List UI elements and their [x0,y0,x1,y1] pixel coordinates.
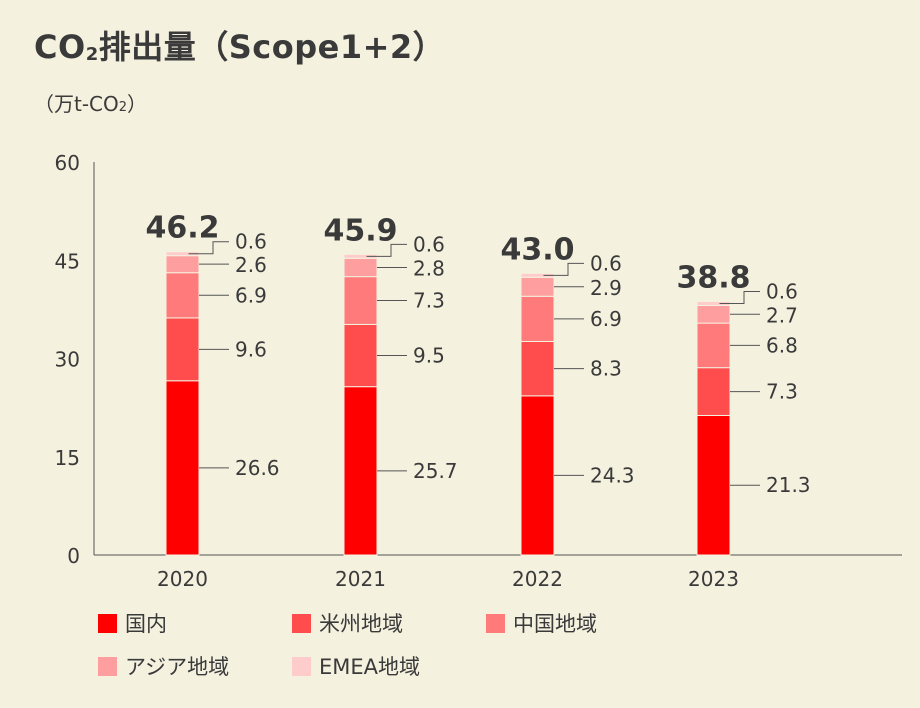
unit-prefix: （万t-CO [34,92,119,116]
y-tick-label-1: 15 [55,446,80,470]
data-label-2021-1: 9.5 [413,344,445,368]
unit-subscript: 2 [118,100,128,115]
total-label-2023: 38.8 [676,261,750,296]
title-subscript: 2 [85,44,99,65]
data-label-2020-2: 6.9 [235,283,267,307]
legend-swatch [98,613,117,633]
bar-2020-0 [165,380,200,556]
legend-item: 米州地域 [292,608,403,638]
legend-swatch [292,656,311,676]
data-label-2022-4: 0.6 [590,251,622,275]
bar-2021-2 [343,276,378,325]
legend-item: EMEA地域 [292,651,420,681]
x-tick-label-2023: 2023 [688,567,739,591]
legend-item: 国内 [98,608,167,638]
legend-label: EMEA地域 [319,655,421,679]
leader-2021-4 [366,243,407,257]
x-tick-label-2022: 2022 [512,567,563,591]
unit-suffix: ） [127,92,148,116]
leader-2022-4 [543,262,584,276]
data-label-2022-1: 8.3 [590,357,622,381]
bar-2022-0 [520,395,555,556]
data-label-2021-3: 2.8 [413,256,445,280]
y-tick-label-4: 60 [55,151,80,175]
data-label-2020-3: 2.6 [235,253,267,277]
data-label-2023-1: 7.3 [766,380,798,404]
data-label-2022-0: 24.3 [590,463,635,487]
data-label-2023-4: 0.6 [766,279,798,303]
legend-item: アジア地域 [98,651,229,681]
x-tick-label-2020: 2020 [157,567,208,591]
bar-2021-1 [343,323,378,388]
bar-2023-0 [696,414,731,556]
bar-2020-3 [165,255,200,274]
data-label-2020-4: 0.6 [235,230,267,254]
bar-2021-0 [343,386,378,556]
data-label-2020-1: 9.6 [235,337,267,361]
y-tick-label-0: 0 [67,544,80,568]
data-label-2023-0: 21.3 [766,473,811,497]
legend-label: 国内 [125,612,167,636]
y-tick-label-2: 30 [55,348,80,372]
legend-swatch [486,613,505,633]
data-label-2023-3: 2.7 [766,303,798,327]
leader-2023-4 [719,290,760,304]
data-label-2021-4: 0.6 [413,232,445,256]
x-tick-label-2021: 2021 [335,567,386,591]
chart-title: CO2排出量（Scope1+2） [34,22,445,68]
data-label-2021-2: 7.3 [413,289,445,313]
data-label-2022-3: 2.9 [590,276,622,300]
total-label-2021: 45.9 [323,213,397,248]
bar-2020-2 [165,272,200,319]
total-label-2022: 43.0 [500,232,574,267]
legend-swatch [98,656,117,676]
bar-2020-1 [165,317,200,382]
legend-item: 中国地域 [486,608,597,638]
data-label-2022-2: 6.9 [590,307,622,331]
data-label-2021-0: 25.7 [413,459,458,483]
bar-2021-3 [343,257,378,278]
bar-2023-3 [696,304,731,324]
total-label-2020: 46.2 [145,211,219,246]
legend-swatch [292,613,311,633]
bar-2023-2 [696,322,731,369]
leader-2020-4 [188,241,229,255]
unit-label: （万t-CO2） [34,88,147,117]
data-label-2023-2: 6.8 [766,333,798,357]
bar-2023-1 [696,367,731,416]
bar-2022-3 [520,276,555,297]
y-tick-label-3: 45 [55,249,80,273]
bar-2022-1 [520,340,555,397]
legend-label: アジア地域 [125,655,230,679]
legend-label: 中国地域 [513,612,597,636]
title-suffix: 排出量（Scope1+2） [98,28,446,66]
legend-label: 米州地域 [319,612,403,636]
bar-2022-2 [520,295,555,342]
data-label-2020-0: 26.6 [235,456,280,480]
title-prefix: CO [34,28,86,66]
